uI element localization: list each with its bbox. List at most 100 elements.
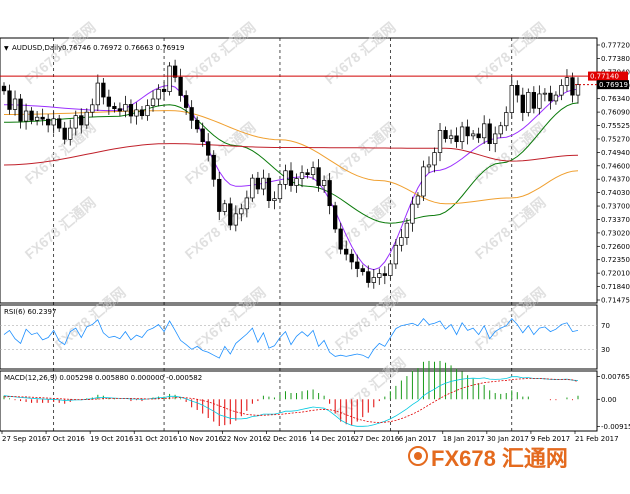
date-tick-label: 27 Sep 2016	[2, 435, 47, 443]
candle	[79, 108, 84, 134]
candle	[255, 171, 261, 195]
candle	[459, 121, 465, 150]
candle-body	[128, 104, 134, 117]
candle	[421, 160, 426, 202]
candle	[382, 266, 387, 285]
date-tick-label: 19 Oct 2016	[90, 435, 134, 443]
date-axis: 27 Sep 2016 7 Oct 2016 19 Oct 2016 31 Oct 2…	[1, 431, 619, 443]
candle-body	[239, 208, 244, 215]
candle	[448, 129, 454, 144]
candle-body	[470, 133, 476, 137]
candlesticks	[1, 59, 581, 289]
candle	[217, 171, 222, 221]
candle	[123, 95, 128, 118]
candle	[559, 79, 564, 101]
candle	[542, 88, 548, 102]
candle	[1, 82, 7, 95]
price-tick-label: 0.77380	[601, 55, 630, 63]
candle-body	[333, 205, 338, 230]
candle	[239, 203, 244, 222]
candle	[388, 260, 393, 280]
candle	[139, 105, 145, 120]
candle-body	[62, 127, 67, 140]
candle	[161, 81, 167, 101]
candle	[482, 115, 487, 144]
candle-body	[172, 65, 178, 78]
candle-body	[95, 82, 100, 106]
candle-body	[206, 141, 211, 156]
candle-body	[200, 128, 205, 143]
price-tick-label: 0.75270	[601, 135, 630, 143]
macd-tick-label: 0.00	[601, 396, 617, 404]
price-tick-label: 0.72010	[601, 270, 630, 278]
candle-body	[493, 133, 498, 144]
candle	[95, 74, 100, 112]
candle	[101, 78, 106, 105]
candle-body	[542, 92, 548, 95]
candle-body	[195, 119, 200, 130]
candle	[415, 192, 421, 209]
resistance-price-tag: 0.77140	[588, 71, 628, 81]
candle	[117, 102, 123, 117]
candle	[404, 218, 410, 245]
date-tick-label: 21 Feb 2017	[575, 435, 619, 443]
date-tick-label: 10 Nov 2016	[178, 435, 223, 443]
price-panel	[0, 37, 598, 304]
candle	[575, 77, 581, 104]
candle-body	[366, 271, 371, 283]
macd-axis: 0.00765 0.00 -0.009158	[597, 373, 630, 431]
candle-body	[46, 118, 51, 126]
candle-body	[388, 263, 393, 276]
candle	[62, 121, 67, 145]
candle-body	[327, 180, 332, 207]
candle	[266, 173, 272, 209]
candle-body	[476, 133, 481, 139]
rsi-label: RSI(6) 60.2397	[4, 308, 56, 316]
candle-body	[106, 96, 112, 107]
candle-body	[393, 244, 399, 265]
rsi-line	[3, 317, 579, 359]
candle-body	[84, 111, 89, 126]
candle-body	[178, 76, 183, 96]
candle-body	[250, 177, 255, 199]
candle	[553, 91, 559, 105]
date-tick-label: 30 Jan 2017	[487, 435, 529, 443]
candle	[84, 108, 89, 129]
candle-body	[18, 98, 23, 122]
candle-body	[283, 170, 288, 185]
candle-body	[255, 177, 261, 190]
candle-body	[321, 180, 327, 186]
candle	[564, 69, 570, 92]
candle	[40, 108, 45, 126]
candle-body	[101, 82, 106, 98]
candle-body	[344, 248, 349, 255]
candle	[68, 119, 73, 146]
candle-body	[498, 125, 503, 135]
candle	[250, 174, 255, 202]
candle-body	[531, 92, 536, 109]
candle-body	[515, 85, 520, 96]
candle	[355, 254, 360, 278]
price-tick-label: 0.74030	[601, 189, 630, 197]
candle	[531, 86, 536, 114]
candle-body	[465, 126, 470, 137]
candle	[426, 156, 432, 174]
candle	[195, 116, 200, 133]
candle	[437, 123, 443, 162]
candle-body	[211, 154, 216, 180]
candle	[305, 168, 310, 179]
candle-body	[1, 85, 7, 92]
candle	[310, 161, 316, 180]
candle	[73, 110, 78, 136]
candle	[321, 175, 327, 193]
candle-body	[272, 198, 277, 202]
candle	[222, 199, 227, 216]
candle	[12, 90, 18, 116]
candle-body	[217, 178, 222, 212]
candle-body	[57, 118, 62, 129]
date-tick-label: 6 Jan 2017	[399, 435, 437, 443]
candle-body	[233, 213, 238, 226]
candle-body	[338, 228, 343, 250]
candle	[18, 93, 23, 129]
